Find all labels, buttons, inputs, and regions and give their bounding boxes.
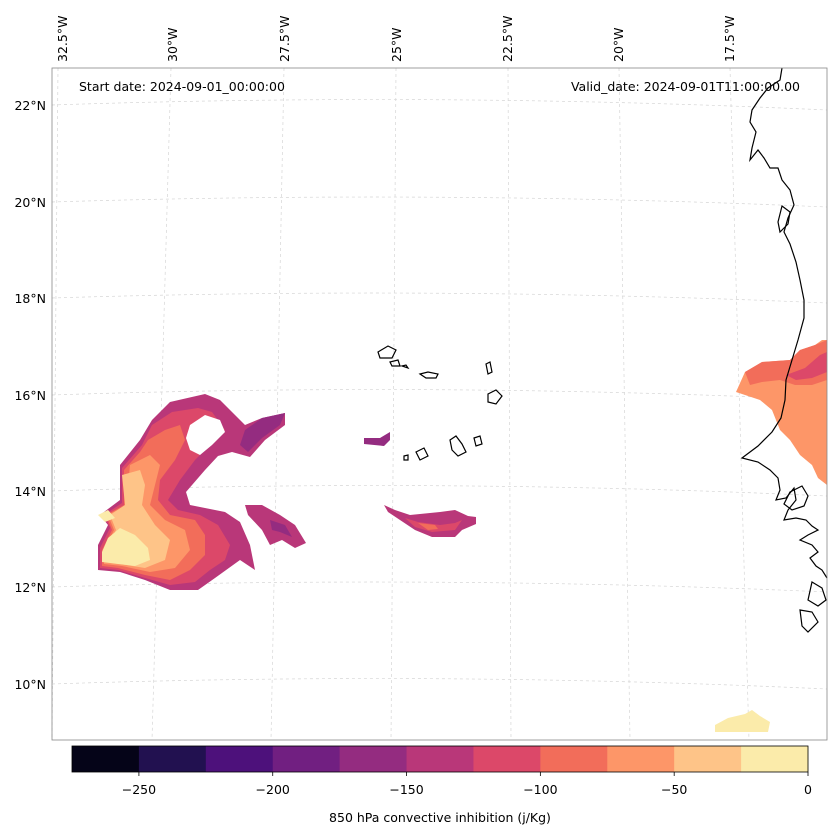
lat-label: 14°N [14,484,46,499]
gridline-lat-10 [51,678,828,690]
coast-detail-2 [777,204,791,234]
lon-label: 17.5°W [722,16,737,62]
gridline-lon-32-5 [51,67,59,741]
gridline-lon-22-5 [507,67,512,741]
cin-hole [186,415,225,455]
colorbar-swatch [473,746,541,772]
gridline-lon-20 [618,67,631,741]
island-santo-antao [377,345,397,359]
gridline-lat-20 [51,196,828,208]
colorbar-swatch [72,746,140,772]
gridline-lon-17-5 [729,67,750,741]
lat-label: 20°N [14,195,46,210]
cin-fill-25-b [98,510,115,522]
cin-fill-175 [240,413,285,452]
colorbar-swatch [741,746,809,772]
lat-label: 10°N [14,677,46,692]
island-santiago [449,435,467,457]
gridline-lon-27-5 [270,67,285,741]
lat-label: 18°N [14,291,46,306]
colorbar-frame [71,745,809,773]
lat-label: 12°N [14,580,46,595]
colorbar-swatch [138,746,207,772]
colorbar-label: 850 hPa convective inhibition (j/Kg) [329,810,551,825]
colorbar-swatch [406,746,474,772]
gridline-lat-18 [51,292,828,304]
colorbar-swatch [272,746,341,772]
lon-label: 27.5°W [277,16,292,62]
cin-region-west [98,394,306,590]
valid-date-label: Valid_date: 2024-09-01T11:00:00.00 [571,79,800,94]
colorbar-swatches [72,746,809,772]
coast-detail-1 [783,485,809,511]
island-fogo [415,447,429,461]
colorbar-tick-label: −250 [122,782,156,797]
cin-patch-100 [418,523,438,530]
colorbar: −250 −200 −150 −100 −50 0 850 hPa convective … [71,745,812,825]
cin-east-125 [786,352,827,380]
island-sao-nicolau [418,371,439,379]
cin-region-center [364,432,476,537]
colorbar-tick-label: −50 [661,782,687,797]
gridline-lon-25 [390,67,397,741]
island-sao-vicente [389,359,401,367]
coastlines [377,67,828,633]
island-brava [403,454,409,461]
lat-label: 16°N [14,388,46,403]
island-maio [473,435,483,447]
map-frame [51,67,828,741]
island-santa-luzia [399,364,410,370]
colorbar-tick-label: −200 [256,782,290,797]
colorbar-swatch [607,746,675,772]
map-panel [51,67,828,741]
colorbar-tick-label: −150 [389,782,423,797]
cin-fill-175-b [270,520,292,537]
lon-label: 22.5°W [500,16,515,62]
start-date-label: Start date: 2024-09-01_00:00:00 [79,79,285,94]
latitude-labels: 22°N 20°N 18°N 16°N 14°N 12°N 10°N [14,98,46,692]
longitude-labels: 32.5°W 30°W 27.5°W 25°W 22.5°W 20°W 17.5… [55,16,737,62]
cin-fill-25 [102,528,150,566]
gridline-lat-22 [51,99,828,111]
gridline-lon-30 [151,67,172,741]
colorbar-swatch [674,746,742,772]
cin-patch-175 [364,432,390,446]
colorbar-ticks: −250 −200 −150 −100 −50 0 [122,772,812,797]
coast-detail-3 [807,581,827,607]
lat-label: 22°N [14,98,46,113]
gridline-lat-16 [51,389,828,401]
colorbar-swatch [540,746,608,772]
lon-label: 25°W [389,27,404,62]
island-boa-vista [487,389,503,405]
lon-label: 20°W [611,27,626,62]
coast-detail-4 [799,609,819,633]
colorbar-tick-label: −100 [523,782,557,797]
lon-label: 32.5°W [55,16,70,62]
colorbar-tick-label: 0 [804,782,812,797]
colorbar-swatch [339,746,408,772]
cin-region-east [715,340,827,732]
cin-south-25 [715,710,770,732]
africa-coastline [740,67,828,579]
lon-label: 30°W [165,27,180,62]
colorbar-swatch [205,746,274,772]
island-sal [485,361,493,375]
